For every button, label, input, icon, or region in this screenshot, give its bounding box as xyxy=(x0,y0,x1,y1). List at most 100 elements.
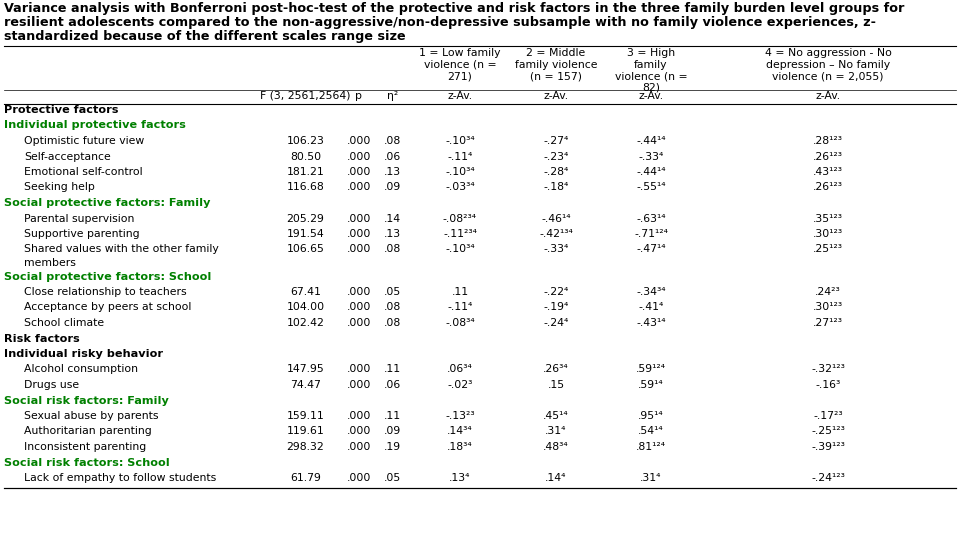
Text: Supportive parenting: Supportive parenting xyxy=(24,229,139,239)
Text: .09: .09 xyxy=(384,427,401,436)
Text: 2 = Middle
family violence
(n = 157): 2 = Middle family violence (n = 157) xyxy=(515,48,597,81)
Text: 67.41: 67.41 xyxy=(290,287,321,297)
Text: .000: .000 xyxy=(347,136,372,146)
Text: .08: .08 xyxy=(384,302,401,313)
Text: 147.95: 147.95 xyxy=(287,364,324,375)
Text: z-Av.: z-Av. xyxy=(815,91,841,101)
Text: 4 = No aggression - No
depression – No family
violence (n = 2,055): 4 = No aggression - No depression – No f… xyxy=(764,48,892,81)
Text: 119.61: 119.61 xyxy=(287,427,324,436)
Text: .09: .09 xyxy=(384,183,401,192)
Text: 74.47: 74.47 xyxy=(290,380,321,390)
Text: -.27⁴: -.27⁴ xyxy=(543,136,568,146)
Text: Risk factors: Risk factors xyxy=(4,334,80,343)
Text: -.02³: -.02³ xyxy=(447,380,472,390)
Text: -.63¹⁴: -.63¹⁴ xyxy=(636,213,666,224)
Text: .000: .000 xyxy=(347,442,372,452)
Text: members: members xyxy=(24,258,76,268)
Text: Social risk factors: School: Social risk factors: School xyxy=(4,457,170,468)
Text: -.18⁴: -.18⁴ xyxy=(543,183,568,192)
Text: 298.32: 298.32 xyxy=(287,442,324,452)
Text: Emotional self-control: Emotional self-control xyxy=(24,167,143,177)
Text: Optimistic future view: Optimistic future view xyxy=(24,136,144,146)
Text: Individual risky behavior: Individual risky behavior xyxy=(4,349,163,359)
Text: Seeking help: Seeking help xyxy=(24,183,95,192)
Text: Drugs use: Drugs use xyxy=(24,380,79,390)
Text: .26¹²³: .26¹²³ xyxy=(813,152,843,161)
Text: .000: .000 xyxy=(347,229,372,239)
Text: 181.21: 181.21 xyxy=(287,167,324,177)
Text: -.11⁴: -.11⁴ xyxy=(447,302,472,313)
Text: .05: .05 xyxy=(384,473,401,483)
Text: .000: .000 xyxy=(347,183,372,192)
Text: -.08³⁴: -.08³⁴ xyxy=(445,318,475,328)
Text: .11: .11 xyxy=(451,287,468,297)
Text: Individual protective factors: Individual protective factors xyxy=(4,120,186,131)
Text: -.71¹²⁴: -.71¹²⁴ xyxy=(634,229,668,239)
Text: 116.68: 116.68 xyxy=(287,183,324,192)
Text: Alcohol consumption: Alcohol consumption xyxy=(24,364,138,375)
Text: .13: .13 xyxy=(384,167,401,177)
Text: -.47¹⁴: -.47¹⁴ xyxy=(636,245,666,254)
Text: -.10³⁴: -.10³⁴ xyxy=(445,167,475,177)
Text: -.33⁴: -.33⁴ xyxy=(543,245,568,254)
Text: .000: .000 xyxy=(347,427,372,436)
Text: .13: .13 xyxy=(384,229,401,239)
Text: 191.54: 191.54 xyxy=(287,229,324,239)
Text: .05: .05 xyxy=(384,287,401,297)
Text: Variance analysis with Bonferroni post-hoc-test of the protective and risk facto: Variance analysis with Bonferroni post-h… xyxy=(4,2,904,15)
Text: .14: .14 xyxy=(384,213,401,224)
Text: Acceptance by peers at school: Acceptance by peers at school xyxy=(24,302,191,313)
Text: .30¹²³: .30¹²³ xyxy=(813,302,843,313)
Text: .19: .19 xyxy=(384,442,401,452)
Text: -.10³⁴: -.10³⁴ xyxy=(445,136,475,146)
Text: .14⁴: .14⁴ xyxy=(545,473,566,483)
Text: .48³⁴: .48³⁴ xyxy=(543,442,569,452)
Text: .000: .000 xyxy=(347,380,372,390)
Text: .000: .000 xyxy=(347,167,372,177)
Text: .000: .000 xyxy=(347,152,372,161)
Text: .000: .000 xyxy=(347,245,372,254)
Text: Social protective factors: Family: Social protective factors: Family xyxy=(4,198,210,208)
Text: 205.29: 205.29 xyxy=(287,213,324,224)
Text: .06³⁴: .06³⁴ xyxy=(447,364,473,375)
Text: 80.50: 80.50 xyxy=(290,152,321,161)
Text: z-Av.: z-Av. xyxy=(447,91,472,101)
Text: -.16³: -.16³ xyxy=(815,380,841,390)
Text: .43¹²³: .43¹²³ xyxy=(813,167,843,177)
Text: .27¹²³: .27¹²³ xyxy=(813,318,843,328)
Text: -.08²³⁴: -.08²³⁴ xyxy=(443,213,477,224)
Text: .35¹²³: .35¹²³ xyxy=(813,213,843,224)
Text: Close relationship to teachers: Close relationship to teachers xyxy=(24,287,186,297)
Text: -.11⁴: -.11⁴ xyxy=(447,152,472,161)
Text: Social protective factors: School: Social protective factors: School xyxy=(4,272,211,281)
Text: -.46¹⁴: -.46¹⁴ xyxy=(541,213,571,224)
Text: -.22⁴: -.22⁴ xyxy=(543,287,568,297)
Text: -.10³⁴: -.10³⁴ xyxy=(445,245,475,254)
Text: Social risk factors: Family: Social risk factors: Family xyxy=(4,395,169,406)
Text: -.03³⁴: -.03³⁴ xyxy=(445,183,475,192)
Text: 104.00: 104.00 xyxy=(286,302,324,313)
Text: Self-acceptance: Self-acceptance xyxy=(24,152,110,161)
Text: -.24⁴: -.24⁴ xyxy=(543,318,568,328)
Text: 106.65: 106.65 xyxy=(287,245,324,254)
Text: .08: .08 xyxy=(384,245,401,254)
Text: -.23⁴: -.23⁴ xyxy=(543,152,568,161)
Text: F (3, 2561,2564): F (3, 2561,2564) xyxy=(260,91,350,101)
Text: .30¹²³: .30¹²³ xyxy=(813,229,843,239)
Text: Parental supervision: Parental supervision xyxy=(24,213,134,224)
Text: Protective factors: Protective factors xyxy=(4,105,118,115)
Text: 106.23: 106.23 xyxy=(287,136,324,146)
Text: -.28⁴: -.28⁴ xyxy=(543,167,568,177)
Text: -.34³⁴: -.34³⁴ xyxy=(636,287,666,297)
Text: .81¹²⁴: .81¹²⁴ xyxy=(636,442,666,452)
Text: .25¹²³: .25¹²³ xyxy=(813,245,843,254)
Text: Authoritarian parenting: Authoritarian parenting xyxy=(24,427,152,436)
Text: .11: .11 xyxy=(384,411,401,421)
Text: .14³⁴: .14³⁴ xyxy=(447,427,473,436)
Text: .000: .000 xyxy=(347,473,372,483)
Text: η²: η² xyxy=(387,91,398,101)
Text: resilient adolescents compared to the non-aggressive/non-depressive subsample wi: resilient adolescents compared to the no… xyxy=(4,16,876,29)
Text: -.55¹⁴: -.55¹⁴ xyxy=(636,183,666,192)
Text: .18³⁴: .18³⁴ xyxy=(447,442,473,452)
Text: .26¹²³: .26¹²³ xyxy=(813,183,843,192)
